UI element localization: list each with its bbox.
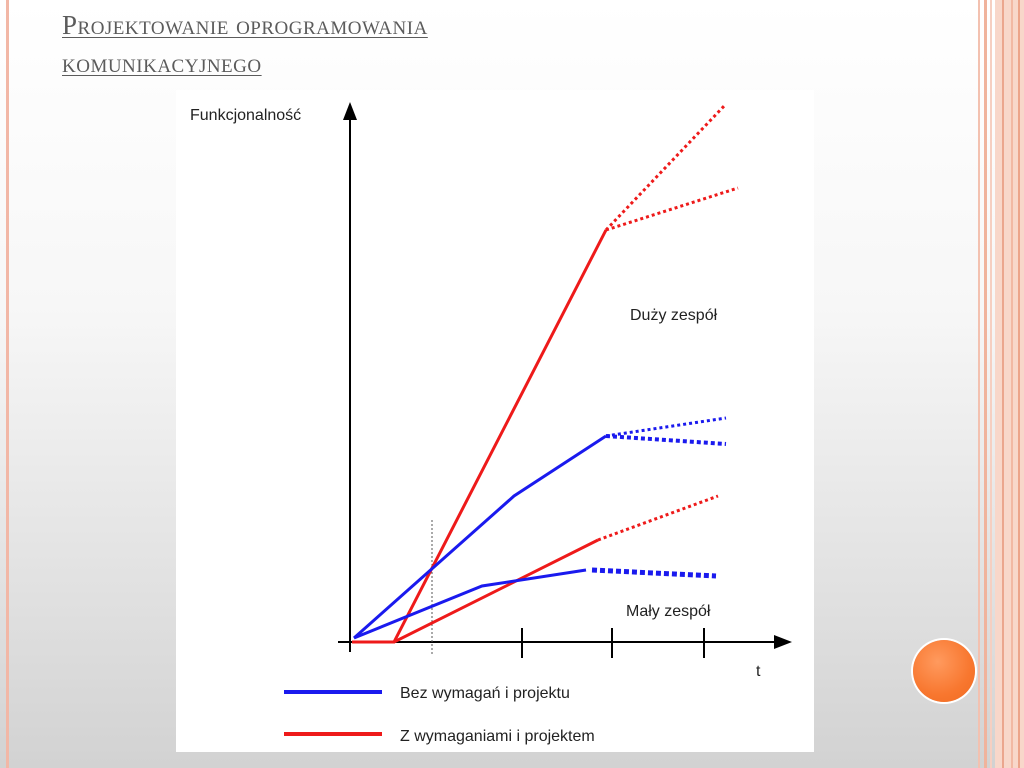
red-line-large-team-projection-upper	[604, 102, 728, 232]
legend-label-red: Z wymaganiami i projektem	[400, 728, 595, 745]
stripe	[1018, 0, 1020, 768]
diagram-svg: Funkcjonalność t Duży zespół Mały zespół…	[190, 102, 792, 745]
red-line-small-team-projection	[597, 494, 719, 542]
blue-line-small-team-projection	[591, 567, 717, 579]
blue-line-large-team	[353, 434, 607, 640]
slide-title-line2: komunikacyjnego	[62, 48, 262, 78]
y-axis-arrow-icon	[343, 102, 357, 120]
right-decorative-stripes	[978, 0, 1024, 768]
decorative-orange-circle	[913, 640, 975, 702]
red-line-small-team	[393, 538, 599, 644]
red-line-large-team	[352, 229, 608, 644]
blue-line-small-team	[353, 568, 587, 640]
stripe	[990, 0, 992, 768]
red-line-large-team-projection-lower	[605, 186, 739, 232]
stripe	[1011, 0, 1013, 768]
stripe	[978, 0, 980, 768]
blue-line-large-team-projection-lower	[605, 434, 727, 446]
slide-title-line1: Projektowanie oprogramowania	[62, 10, 428, 40]
blue-line-large-team-projection-upper	[605, 416, 727, 438]
stripe	[1002, 0, 1004, 768]
large-team-label: Duży zespół	[630, 307, 718, 324]
small-team-label: Mały zespół	[626, 603, 711, 620]
legend-label-blue: Bez wymagań i projektu	[400, 685, 570, 702]
diagram-figure: Funkcjonalność t Duży zespół Mały zespół…	[176, 90, 814, 752]
left-border-rule	[6, 0, 9, 768]
stripe	[984, 0, 987, 768]
y-axis-label: Funkcjonalność	[190, 107, 301, 124]
x-axis-label: t	[756, 663, 761, 680]
slide-title: Projektowanie oprogramowania komunikacyj…	[62, 4, 428, 84]
x-axis-arrow-icon	[774, 635, 792, 649]
